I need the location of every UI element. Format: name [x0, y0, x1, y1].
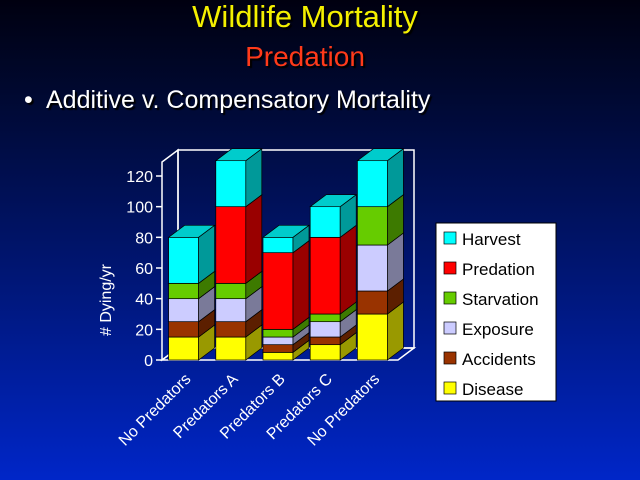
- bar-segment-front: [262, 252, 294, 330]
- bullet-icon: •: [24, 86, 33, 114]
- bar-segment-front: [168, 321, 199, 338]
- bar-segment-front: [168, 298, 199, 323]
- bar-segment-front: [309, 321, 341, 338]
- bar-segment-top: [356, 148, 405, 162]
- y-tick-label: 40: [135, 292, 153, 309]
- bar-segment-front: [357, 313, 388, 361]
- bar-segment: [356, 147, 405, 208]
- bullet-item: • Additive v. Compensatory Mortality: [24, 86, 430, 115]
- bar-segment: [356, 232, 405, 292]
- bar-segment-front: [357, 244, 388, 292]
- y-tick-label: 120: [126, 169, 153, 186]
- legend-label: Exposure: [462, 320, 534, 339]
- bar-segment-front: [168, 336, 199, 361]
- bar-segment-front: [357, 290, 388, 315]
- chart-bars: [167, 147, 405, 361]
- bar-segment: [309, 224, 358, 315]
- bar-segment-front: [215, 206, 247, 284]
- bar-segment: [167, 224, 216, 285]
- bar-segment-front: [215, 336, 247, 361]
- legend-swatch: [443, 351, 457, 365]
- bar-segment-front: [357, 160, 388, 208]
- legend-label: Starvation: [462, 290, 539, 309]
- bar-segment: [261, 224, 311, 254]
- bar-segment-front: [215, 282, 247, 300]
- bar-segment-side: [292, 239, 310, 331]
- bar-segment-front: [262, 336, 294, 346]
- legend-label: Disease: [462, 380, 523, 399]
- y-tick-label: 0: [144, 353, 153, 370]
- legend-label: Accidents: [462, 350, 536, 369]
- bar-segment: [214, 147, 263, 208]
- bar-segment-front: [262, 344, 294, 353]
- bar-segment-top: [167, 224, 216, 238]
- bar-segment-front: [215, 298, 247, 323]
- bar-segment-front: [215, 321, 247, 338]
- bar-segment-top: [309, 194, 358, 208]
- bar-segment-front: [262, 328, 294, 338]
- bar-segment-front: [357, 206, 388, 246]
- y-tick-label: 80: [135, 230, 153, 247]
- slide-subtitle: Predation: [245, 41, 365, 72]
- bar-segment: [214, 193, 263, 285]
- bar-segment-front: [309, 206, 341, 238]
- bar-segment-front: [168, 282, 199, 300]
- bar-segment: [309, 193, 358, 239]
- bar-segment-top: [214, 148, 263, 162]
- legend-swatch: [443, 381, 457, 395]
- bar-segment-front: [309, 336, 341, 346]
- y-tick-label: 100: [126, 200, 153, 217]
- slide-title: Wildlife Mortality: [192, 0, 418, 34]
- legend-box: [435, 222, 557, 402]
- bar-segment-front: [168, 236, 199, 284]
- legend-swatch: [443, 231, 457, 245]
- y-axis-label: # Dying/yr: [98, 263, 115, 336]
- bar-segment-front: [309, 313, 341, 323]
- bullet-text: Additive v. Compensatory Mortality: [46, 86, 431, 114]
- bar-segment-front: [262, 351, 294, 361]
- bar-segment-side: [245, 193, 263, 285]
- bar-segment-top: [261, 224, 311, 238]
- chart-legend: Harvest Predation Starvation Exposure Accide…: [435, 222, 557, 402]
- bar-segment-front: [262, 236, 294, 254]
- bar-segment-front: [309, 236, 341, 315]
- y-tick-label: 20: [135, 322, 153, 339]
- legend-label: Predation: [462, 260, 535, 279]
- legend-swatch: [443, 321, 457, 335]
- legend-swatch: [443, 261, 457, 275]
- bar-segment-side: [339, 224, 357, 315]
- y-tick-label: 60: [135, 261, 153, 278]
- legend-label: Harvest: [462, 230, 521, 249]
- bar-segment: [261, 239, 311, 331]
- legend-swatch: [443, 291, 457, 305]
- bar-segment-front: [309, 344, 341, 361]
- bar-segment-front: [215, 160, 247, 208]
- y-axis-ticks: 0 20 40 60 80 100 120: [126, 169, 162, 370]
